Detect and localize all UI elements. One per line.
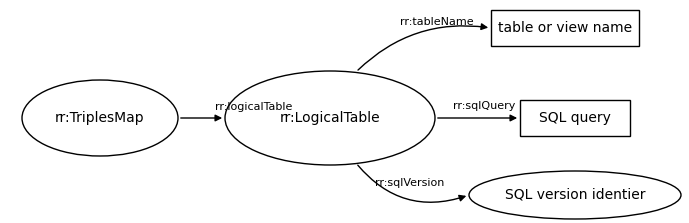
Bar: [491, 10, 639, 46]
Text: rr:sqlVersion: rr:sqlVersion: [375, 178, 444, 188]
Text: table or view name: table or view name: [498, 21, 632, 35]
Text: rr:LogicalTable: rr:LogicalTable: [280, 111, 380, 125]
Text: rr:logicalTable: rr:logicalTable: [215, 102, 292, 112]
Text: SQL version identier: SQL version identier: [505, 188, 646, 202]
Text: SQL query: SQL query: [539, 111, 611, 125]
Text: rr:tableName: rr:tableName: [400, 17, 473, 27]
Text: rr:sqlQuery: rr:sqlQuery: [453, 101, 515, 111]
Bar: [520, 100, 630, 136]
Text: rr:TriplesMap: rr:TriplesMap: [55, 111, 145, 125]
